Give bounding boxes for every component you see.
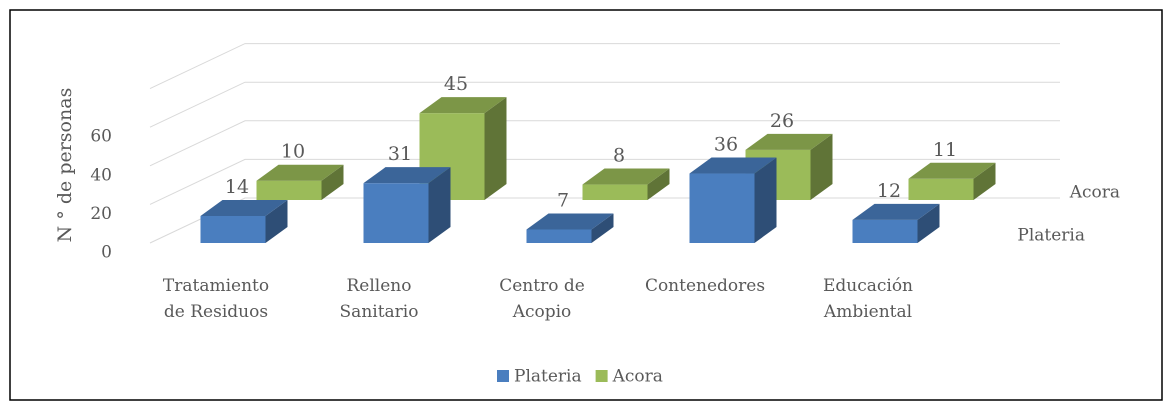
bar-top	[419, 97, 507, 114]
grid-line	[149, 43, 1060, 90]
bar-top	[689, 157, 777, 174]
bar-front	[852, 219, 918, 243]
y-axis-title: N ° de personas	[54, 88, 76, 243]
bar-top	[526, 213, 614, 230]
bar-top	[256, 164, 344, 181]
data-label: 14	[225, 176, 249, 198]
x-tick-label: Tratamiento de Residuos	[163, 276, 269, 322]
x-tick-label: Contenedores	[645, 276, 765, 296]
bar-side	[810, 133, 833, 200]
chart-border	[9, 9, 1163, 401]
series-row-label: Plateria	[1017, 226, 1085, 246]
bar-side	[917, 203, 940, 243]
data-label: 11	[933, 139, 957, 161]
bar-top	[363, 167, 451, 184]
data-label: 10	[281, 141, 305, 163]
bar-front	[689, 173, 755, 243]
bar-front	[526, 229, 592, 243]
bar-top	[582, 168, 670, 185]
bar-side	[428, 167, 451, 243]
bar-front	[200, 215, 266, 243]
bar-side	[754, 157, 777, 243]
bar-side	[484, 97, 507, 200]
bar-front	[256, 180, 322, 200]
data-label: 12	[877, 180, 901, 202]
x-tick-label: Educación Ambiental	[823, 276, 913, 322]
bar-top	[200, 199, 288, 216]
legend-label: Plateria	[514, 367, 582, 387]
bar-side	[321, 164, 344, 200]
legend-label: Acora	[612, 367, 663, 387]
bar-top	[852, 203, 940, 220]
data-label: 7	[557, 189, 569, 211]
data-label: 31	[388, 143, 412, 165]
grid-line	[149, 120, 1060, 167]
bar-side	[591, 213, 614, 243]
series-row-label: Acora	[1069, 183, 1120, 203]
data-label: 36	[714, 134, 738, 156]
grid-line	[149, 81, 1060, 128]
data-label: 8	[613, 145, 625, 167]
bar-top	[745, 133, 833, 150]
bar-front	[363, 183, 429, 243]
y-tick-label: 60	[90, 127, 112, 147]
data-label: 26	[770, 110, 794, 132]
bar-front	[908, 178, 974, 200]
bar-side	[265, 199, 288, 243]
x-tick-label: Centro de Acopio	[499, 276, 585, 322]
y-tick-label: 0	[101, 243, 112, 263]
legend-swatch	[595, 370, 608, 382]
bar-side	[973, 162, 996, 200]
x-tick-label: Relleno Sanitario	[340, 276, 419, 322]
y-tick-label: 40	[90, 165, 112, 185]
legend-swatch	[497, 370, 509, 382]
data-label: 45	[444, 73, 468, 95]
bar-top	[908, 162, 996, 179]
y-tick-label: 20	[90, 204, 112, 224]
bar-front	[582, 184, 648, 200]
bar-side	[647, 168, 670, 200]
